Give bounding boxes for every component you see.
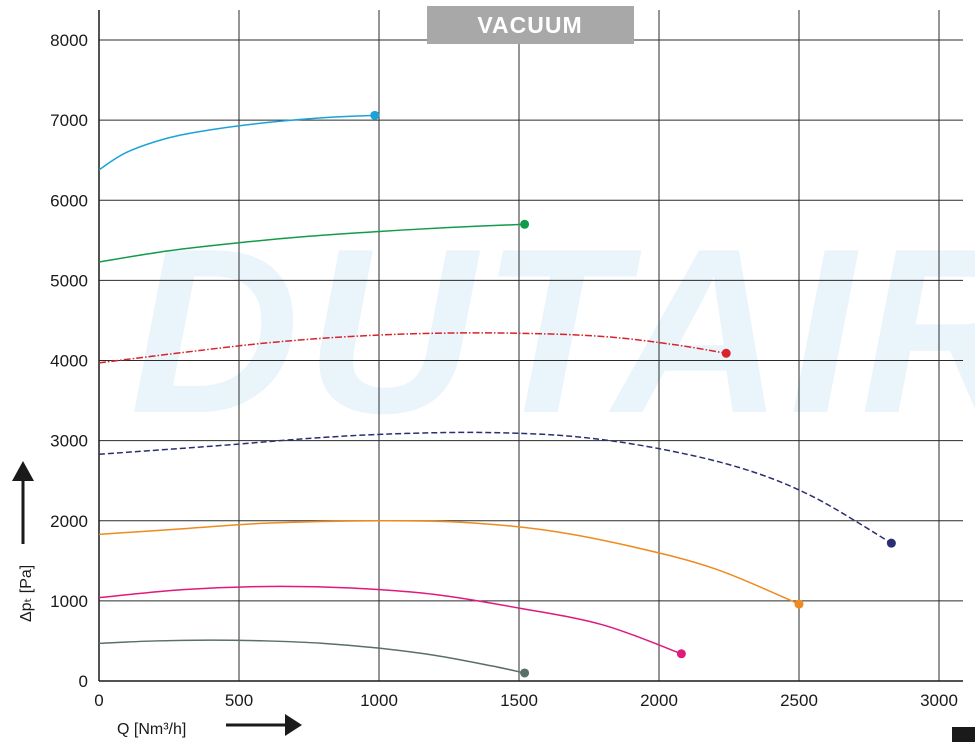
series-end-point-2 (520, 219, 530, 229)
y-axis-label: Δpₜ [Pa] (18, 565, 35, 622)
y-tick-label: 3000 (50, 432, 88, 451)
series-end-point-7 (520, 668, 530, 678)
y-tick-label: 0 (79, 672, 88, 691)
x-tick-label: 1500 (500, 691, 538, 710)
x-axis-label: Q [Nm³/h] (117, 721, 186, 738)
series-end-point-6 (676, 649, 686, 659)
series-line-1 (98, 114, 375, 171)
grid-lines (98, 10, 963, 682)
series-line-7 (98, 639, 525, 674)
corner-mark (952, 727, 975, 742)
series-end-point-4 (886, 538, 896, 548)
title-banner-bg (427, 6, 634, 44)
y-tick-label: 4000 (50, 352, 88, 371)
y-axis-arrow-head (12, 461, 34, 481)
series-line-2 (98, 223, 525, 263)
series-end-point-5 (794, 599, 804, 609)
x-tick-label: 2000 (640, 691, 678, 710)
series-line-4 (98, 431, 892, 544)
y-tick-label: 7000 (50, 111, 88, 130)
tick-labels: 0 1000 2000 3000 4000 5000 6000 7000 8000 0 500 100… (50, 31, 958, 710)
y-tick-label: 5000 (50, 271, 88, 290)
y-tick-label: 8000 (50, 31, 88, 50)
series-line-3 (98, 332, 727, 364)
y-tick-label: 2000 (50, 512, 88, 531)
watermark-text: DUTAIR (130, 199, 975, 462)
title-banner: VACUUM (477, 12, 582, 38)
y-tick-label: 1000 (50, 592, 88, 611)
series-end-point-1 (370, 110, 380, 120)
x-axis-arrow-head (285, 714, 302, 736)
x-tick-label: 0 (94, 691, 103, 710)
series-line-6 (98, 585, 682, 655)
x-tick-label: 3000 (920, 691, 958, 710)
y-tick-label: 6000 (50, 191, 88, 210)
series-line-5 (98, 519, 800, 605)
x-tick-label: 500 (225, 691, 253, 710)
x-tick-label: 2500 (780, 691, 818, 710)
series-group (98, 110, 896, 678)
series-end-point-3 (721, 348, 731, 358)
x-tick-label: 1000 (360, 691, 398, 710)
